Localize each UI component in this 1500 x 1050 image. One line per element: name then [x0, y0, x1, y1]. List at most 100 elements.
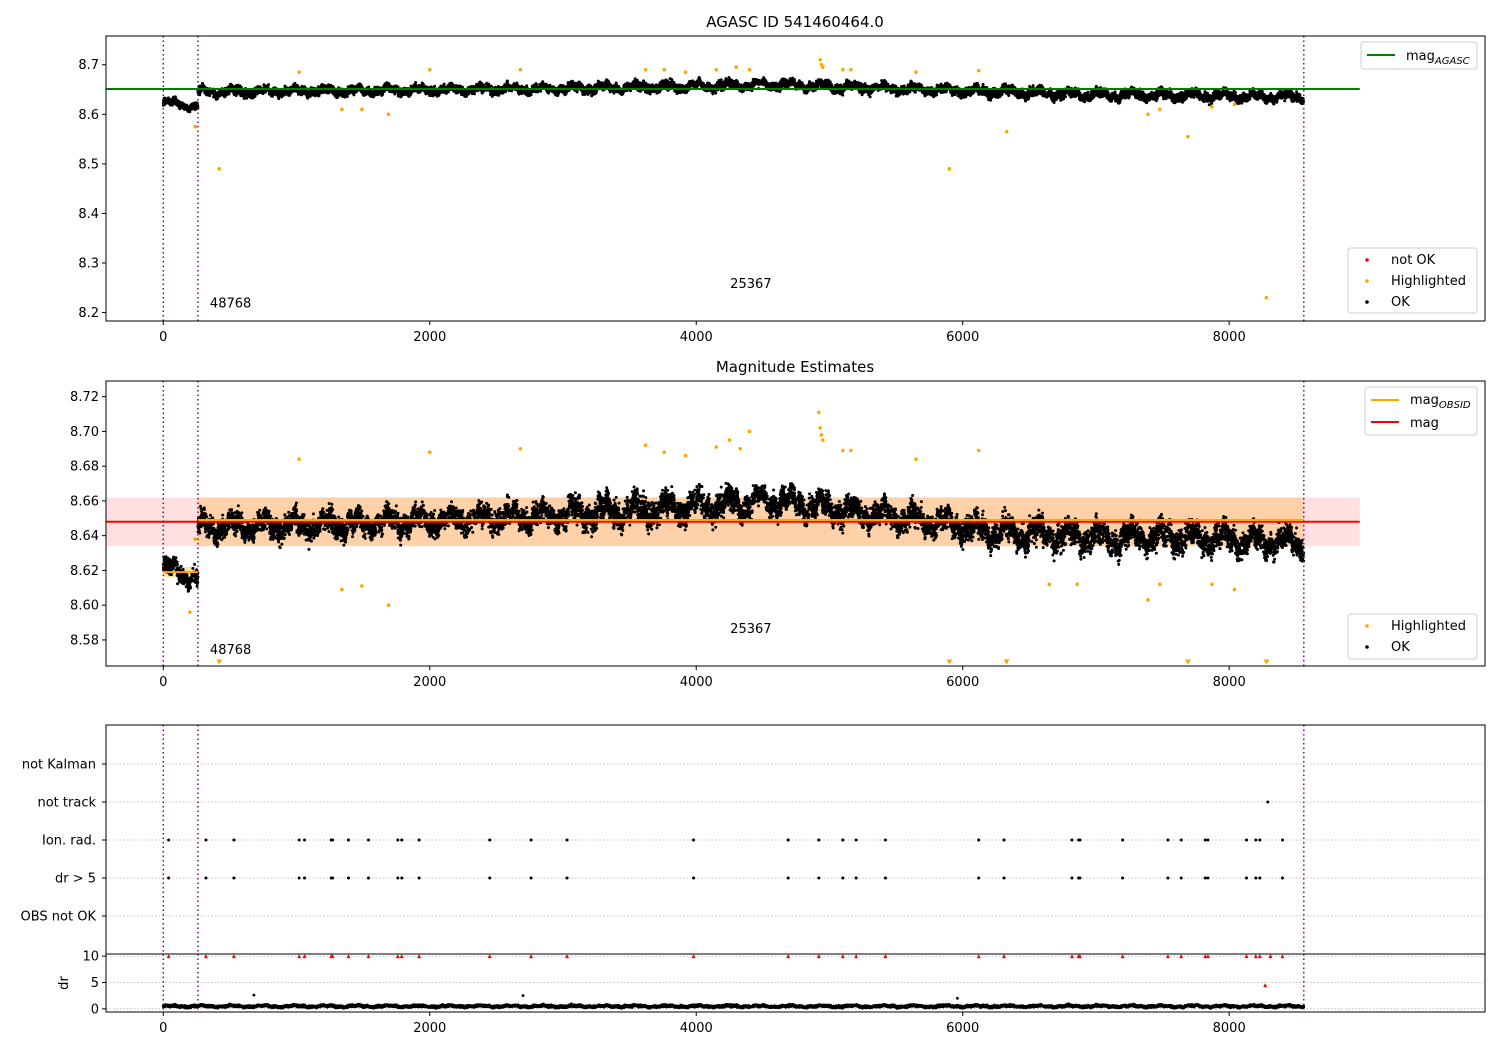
ok-point — [273, 92, 277, 96]
agasc-plot-area — [106, 36, 1360, 321]
ok-point — [202, 85, 206, 89]
ok-point — [496, 90, 500, 94]
ok-point — [300, 93, 304, 97]
ok-point — [762, 76, 766, 80]
ok-point — [183, 104, 187, 108]
ok-point — [185, 107, 189, 111]
ok-point — [711, 92, 715, 96]
ok-point — [166, 98, 170, 102]
ok-point — [163, 96, 167, 100]
ok-point — [249, 89, 253, 93]
ok-point — [409, 92, 413, 96]
ok-point — [544, 83, 548, 87]
ok-point — [312, 90, 316, 94]
ok-point — [416, 91, 420, 95]
ok-point — [288, 90, 292, 94]
ok-point — [465, 91, 469, 95]
ok-point — [420, 81, 424, 85]
ok-point — [174, 97, 178, 101]
ok-point — [532, 83, 536, 87]
ok-point — [170, 98, 174, 102]
ok-point — [198, 91, 202, 95]
ok-point — [375, 91, 379, 95]
agasc-panel: AGASC ID 541460464.0 0 2000 4000 6000 8000 8… — [78, 13, 1486, 345]
ok-point — [396, 91, 400, 95]
ok-point — [399, 92, 403, 96]
ok-point — [345, 95, 349, 99]
ok-point — [211, 92, 215, 96]
ok-point — [317, 92, 321, 96]
ok-point — [338, 93, 342, 97]
ok-point — [208, 90, 212, 94]
ok-point — [333, 91, 337, 95]
ok-point — [596, 79, 600, 83]
ok-point — [300, 85, 304, 89]
ok-point — [282, 93, 286, 97]
ok-point — [526, 91, 530, 95]
ok-point — [280, 89, 284, 93]
ok-point — [298, 89, 302, 93]
ok-point — [207, 93, 211, 97]
ok-point — [275, 93, 279, 97]
ok-point — [363, 90, 367, 94]
ok-point — [214, 96, 218, 100]
ok-point — [429, 94, 433, 98]
ok-point — [592, 92, 596, 96]
ok-point — [291, 85, 295, 89]
ok-point — [373, 93, 377, 97]
ok-point — [304, 89, 308, 93]
ok-point — [262, 89, 266, 93]
ok-point — [456, 90, 460, 94]
ok-point — [358, 82, 362, 86]
ok-point — [414, 81, 418, 85]
ok-point — [345, 92, 349, 96]
ok-point — [164, 99, 168, 103]
ok-point — [335, 92, 339, 96]
ok-point — [327, 90, 331, 94]
ok-point — [254, 92, 258, 96]
ok-point — [280, 95, 284, 99]
ok-point — [410, 84, 414, 88]
ok-point — [485, 81, 489, 85]
ok-point — [214, 91, 218, 95]
ok-point — [727, 75, 731, 79]
ok-point — [250, 92, 254, 96]
ok-point — [308, 94, 312, 98]
ok-point — [230, 83, 234, 87]
ok-point — [316, 85, 320, 89]
ok-point — [470, 91, 474, 95]
ok-point — [419, 85, 423, 89]
ok-point — [170, 103, 174, 107]
ok-point — [355, 90, 359, 94]
ok-point — [424, 92, 428, 96]
ok-point — [668, 77, 672, 81]
ok-point — [276, 90, 280, 94]
ok-point — [343, 91, 347, 95]
ok-point — [241, 92, 245, 96]
ok-point — [301, 90, 305, 94]
ok-point — [188, 106, 192, 110]
ok-point — [369, 91, 373, 95]
ok-point — [241, 89, 245, 93]
ok-point — [305, 92, 309, 96]
ok-point — [218, 89, 222, 93]
ok-point — [399, 95, 403, 99]
ok-point — [190, 102, 194, 106]
ok-point — [258, 90, 262, 94]
ok-point — [223, 95, 227, 99]
ok-point — [327, 84, 331, 88]
ok-point — [178, 104, 182, 108]
ok-point — [517, 85, 521, 89]
ok-point — [216, 93, 220, 97]
ok-point — [379, 92, 383, 96]
ok-point — [433, 84, 437, 88]
ok-point — [394, 84, 398, 88]
ok-point — [500, 91, 504, 95]
ok-point — [460, 90, 464, 94]
ok-point — [458, 84, 462, 88]
ok-point — [335, 96, 339, 100]
ok-point — [293, 84, 297, 88]
ok-point — [320, 85, 324, 89]
agasc-title: AGASC ID 541460464.0 — [706, 13, 884, 31]
ok-point — [232, 93, 236, 97]
